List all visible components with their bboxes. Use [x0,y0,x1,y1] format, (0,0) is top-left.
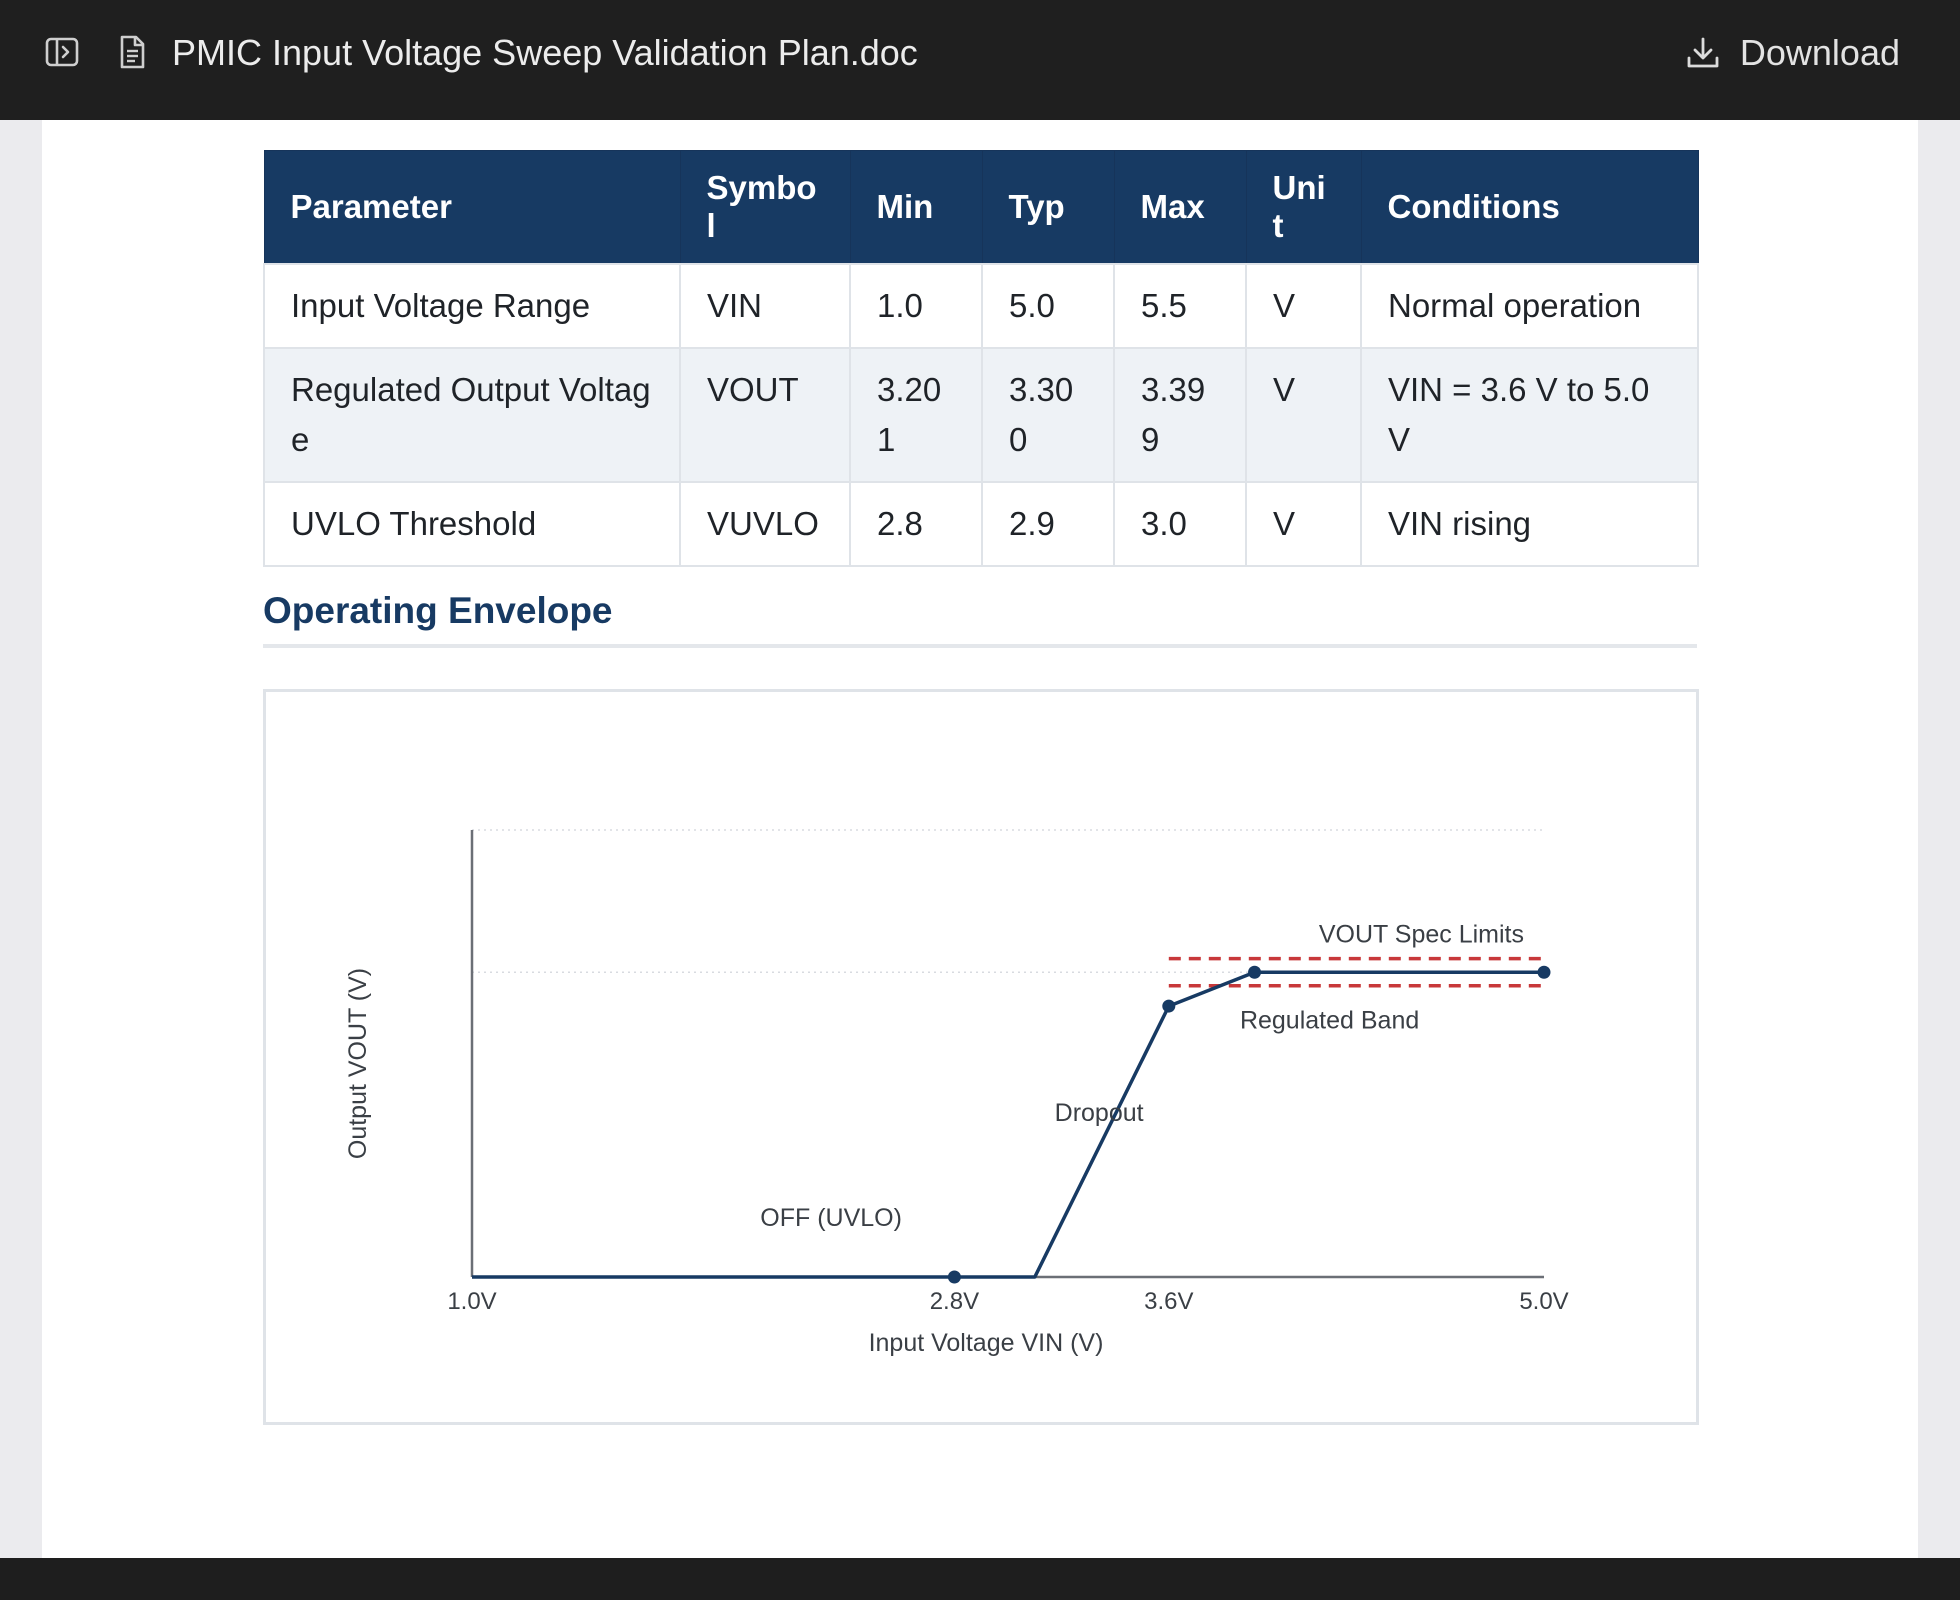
cell-max: 3.399 [1113,347,1247,483]
column-header-parameter: Parameter [263,150,681,265]
data-point [1537,965,1551,979]
column-header-unit: Unit [1245,150,1362,265]
cell-conditions: VIN = 3.6 V to 5.0 V [1360,347,1699,483]
x-axis-title: Input Voltage VIN (V) [869,1329,1104,1357]
cell-unit: V [1245,263,1362,349]
cell-min: 3.201 [849,347,983,483]
cell-symbol: VOUT [679,347,851,483]
cell-parameter: Input Voltage Range [263,263,681,349]
cell-unit: V [1245,481,1362,567]
sidebar-toggle-icon[interactable] [44,34,80,70]
column-header-conditions: Conditions [1360,150,1699,265]
column-header-symbol: Symbol [679,150,851,265]
operating-envelope-chart: 1.0V 2.8V 3.6V 5.0V Input Voltage VIN (V) Out… [263,689,1699,1425]
y-axis-title: Output VOUT (V) [344,968,372,1159]
data-point [947,1270,961,1284]
chart-annotation: Regulated Band [1240,1007,1419,1035]
cell-min: 1.0 [849,263,983,349]
download-icon [1687,37,1719,68]
cell-typ: 5.0 [981,263,1115,349]
cell-conditions: Normal operation [1360,263,1699,349]
x-tick-label: 5.0V [1519,1288,1568,1315]
cell-conditions: VIN rising [1360,481,1699,567]
spec-table: Parameter Symbol Min Typ Max Unit Condit… [263,150,1699,567]
cell-max: 5.5 [1113,263,1247,349]
cell-min: 2.8 [849,481,983,567]
cell-symbol: VIN [679,263,851,349]
cell-typ: 2.9 [981,481,1115,567]
cell-unit: V [1245,347,1362,483]
table-row: UVLO Threshold VUVLO 2.8 2.9 3.0 V VIN r… [263,481,1699,567]
x-tick-label: 2.8V [930,1288,979,1315]
column-header-typ: Typ [981,150,1115,265]
document-icon [114,34,150,70]
bottom-bar [0,1558,1960,1600]
cell-parameter: UVLO Threshold [263,481,681,567]
cell-parameter: Regulated Output Voltage [263,347,681,483]
table-row: Regulated Output Voltage VOUT 3.201 3.30… [263,347,1699,483]
section-heading: Operating Envelope [263,590,1697,648]
spec-limits-label: VOUT Spec Limits [1319,921,1524,949]
data-point [1162,999,1176,1013]
title-bar: PMIC Input Voltage Sweep Validation Plan… [0,0,1960,120]
cell-max: 3.0 [1113,481,1247,567]
cell-symbol: VUVLO [679,481,851,567]
data-point [1248,965,1262,979]
table-header-row: Parameter Symbol Min Typ Max Unit Condit… [263,150,1699,265]
chart-annotation: Dropout [1055,1099,1144,1127]
vout-series-line [472,970,1544,1279]
download-label: Download [1739,32,1900,73]
x-tick-label: 1.0V [447,1288,496,1315]
chart-annotation: OFF (UVLO) [760,1204,902,1232]
document-title: PMIC Input Voltage Sweep Validation Plan… [172,32,918,73]
document-page: Parameter Symbol Min Typ Max Unit Condit… [42,120,1918,1560]
download-button[interactable]: Download [1684,28,1900,78]
x-tick-label: 3.6V [1144,1288,1193,1315]
column-header-min: Min [849,150,983,265]
cell-typ: 3.300 [981,347,1115,483]
column-header-max: Max [1113,150,1247,265]
table-row: Input Voltage Range VIN 1.0 5.0 5.5 V No… [263,263,1699,349]
chart-canvas: 1.0V 2.8V 3.6V 5.0V Input Voltage VIN (V) Out… [344,829,1569,1357]
